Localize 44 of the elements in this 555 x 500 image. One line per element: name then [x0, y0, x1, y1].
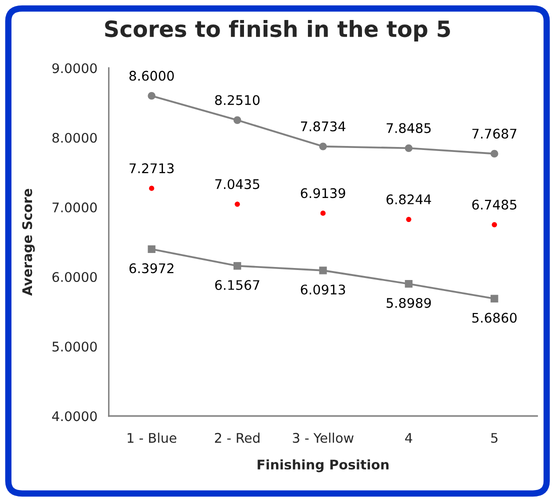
point [149, 186, 154, 191]
data-label: 6.8244 [386, 194, 432, 204]
point [492, 222, 497, 228]
y-axis-title: Average Score [22, 188, 35, 296]
data-label: 6.0913 [300, 284, 346, 295]
point [490, 150, 498, 158]
point [490, 294, 498, 302]
data-label: 6.9139 [300, 188, 346, 198]
data-label: 7.8734 [301, 121, 346, 132]
data-label: 5.6860 [472, 312, 517, 323]
y-tick-label: 8.0000 [52, 132, 97, 143]
data-label: 8.6000 [129, 70, 174, 81]
point [320, 210, 326, 216]
data-label: 6.7485 [472, 200, 516, 210]
point [234, 116, 242, 124]
x-tick-label: 5 [491, 433, 498, 443]
chart-title: Scores to finish in the top 5 [105, 20, 450, 42]
x-tick-label: 3 - Yellow [292, 432, 354, 443]
data-label: 7.2713 [130, 163, 174, 174]
point [406, 216, 412, 222]
y-tick-label: 5.0000 [52, 342, 97, 352]
data-label: 6.3972 [129, 263, 174, 274]
data-label: 5.8989 [386, 298, 431, 308]
y-tick-label: 4.0000 [52, 411, 97, 422]
data-label: 7.0435 [215, 179, 260, 190]
y-tick-label: 9.0000 [52, 63, 97, 74]
point [234, 262, 242, 270]
x-tick-label: 2 - Red [214, 432, 260, 443]
point [319, 142, 327, 150]
data-label: 7.8485 [386, 123, 431, 134]
data-label: 6.1567 [215, 280, 260, 290]
x-tick-label: 1 - Blue [128, 432, 176, 443]
point [404, 280, 413, 288]
point [148, 245, 156, 253]
point [148, 92, 156, 100]
data-label: 7.7687 [472, 128, 516, 139]
x-axis-title: Finishing Position [258, 459, 389, 472]
data-label: 8.2510 [215, 95, 260, 106]
point [234, 202, 240, 207]
x-tick-label: 4 [405, 433, 412, 443]
y-tick-label: 6.0000 [52, 272, 97, 282]
point [404, 144, 413, 152]
point [319, 266, 327, 274]
y-tick-label: 7.0000 [52, 202, 97, 212]
